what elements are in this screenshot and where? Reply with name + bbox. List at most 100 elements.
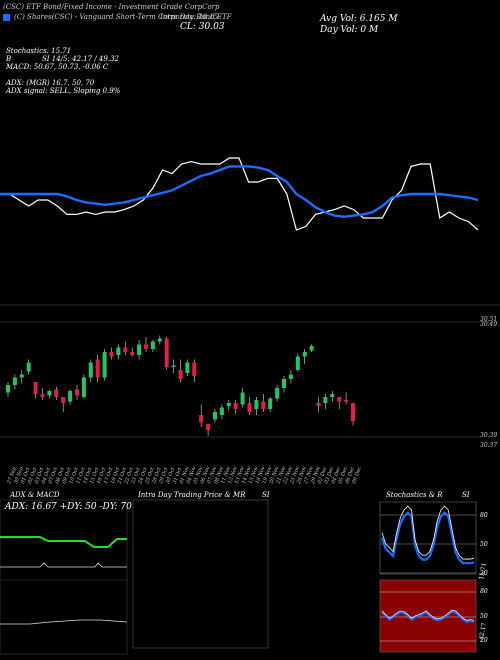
date-label: 06 Dec — [344, 466, 356, 485]
stoch-panel-si: SI — [462, 491, 470, 499]
date-label: 03 Dec — [324, 466, 336, 485]
legend-square — [3, 14, 10, 21]
date-label: 12 Nov — [227, 465, 239, 484]
candle-up — [323, 397, 328, 403]
price-label-bottom-2: 30.37 — [480, 442, 498, 449]
date-label: 17 Oct — [103, 466, 115, 485]
date-label: 30 Sep — [13, 465, 25, 484]
candle-up — [213, 412, 217, 420]
candle-down — [54, 389, 59, 397]
candle-down — [123, 347, 128, 352]
date-label: 08 Nov — [213, 465, 225, 484]
candle-down — [351, 403, 355, 421]
candle-down — [337, 397, 342, 402]
date-label: 18 Oct — [110, 466, 122, 485]
rsi-value-label: 42.17 — [478, 622, 488, 640]
macd-white-line — [0, 619, 128, 625]
intraday-panel-frame — [132, 499, 269, 649]
stoch-white-line — [381, 505, 475, 560]
date-label: 16 Oct — [96, 466, 108, 485]
candle-down — [233, 403, 238, 409]
stoch-title: Stochastics: 15.71 — [6, 47, 72, 55]
candle-up — [309, 346, 314, 351]
candle-up — [88, 362, 93, 378]
date-label: 04 Nov — [186, 465, 198, 484]
stoch-value-label: 15.71 — [478, 562, 488, 580]
rsi-level-50: 50 — [480, 613, 488, 620]
candle-down — [144, 344, 148, 349]
date-label: 15 Nov — [248, 465, 260, 484]
price-label-top-1: 30.51 — [480, 316, 498, 323]
candle-down — [199, 415, 204, 423]
rsi-level-20: 20 — [480, 637, 488, 644]
adx-white-line — [0, 562, 127, 568]
candle-up — [185, 362, 190, 373]
candle-up — [268, 398, 273, 409]
rsi-blue-line — [381, 610, 475, 623]
date-label: 19 Nov — [262, 465, 274, 484]
date-label: 09 Dec — [351, 466, 363, 485]
candle-up — [81, 377, 86, 397]
date-label: 14 Nov — [241, 465, 253, 484]
candle-up — [26, 362, 31, 372]
candle-up — [150, 341, 155, 349]
rsi-white-line — [381, 609, 475, 621]
candle-up — [330, 394, 335, 397]
adx-macd-title: ADX & MACD — [10, 491, 60, 499]
candle-down — [164, 338, 169, 367]
candle-up — [157, 338, 162, 342]
candle-up — [102, 352, 107, 378]
candle-down — [178, 370, 183, 379]
close-label: CL: 30.03 — [180, 22, 225, 32]
date-label: 11 Nov — [220, 465, 232, 484]
candle-up — [240, 392, 245, 405]
date-label: 30 Oct — [165, 466, 177, 485]
intra-day-label: Intra Day: 28.15 — [160, 13, 219, 21]
adx-panel-frame — [0, 499, 128, 655]
date-label: 31 Oct — [172, 466, 184, 485]
moving-average-line — [0, 165, 479, 219]
intraday-si: SI — [262, 491, 270, 499]
candle-down — [109, 352, 114, 357]
stoch-level-50: 50 — [480, 541, 488, 548]
adx-signal-label: ADX signal: SELL, Sloping 0.9% — [6, 87, 121, 95]
candle-up — [295, 356, 300, 370]
macd-label: MACD: 50.67, 50.73, -0.06 C — [6, 63, 109, 71]
date-label: 11 Oct — [75, 466, 87, 485]
header-line2a: (C) Shares(CSC) - Vanguard Short-Term Co… — [14, 13, 232, 21]
date-label: 15 Oct — [89, 466, 101, 485]
candle-up — [19, 374, 24, 378]
date-label: 08 Oct — [55, 466, 67, 485]
date-label: 14 Oct — [82, 466, 94, 485]
adx-label: ADX: (MGR) 16.7, 50, 70 — [6, 79, 95, 87]
candle-up — [288, 374, 293, 379]
date-label: 01 Oct — [20, 466, 32, 485]
candle-up — [219, 407, 224, 415]
date-label: 05 Dec — [337, 466, 349, 485]
day-vol-label: Day Vol: 0 M — [320, 25, 379, 35]
candle-down — [40, 394, 45, 397]
date-label: 03 Oct — [34, 466, 46, 485]
stoch-level-80: 80 — [480, 512, 488, 519]
candle-down — [344, 400, 349, 402]
candle-up — [275, 388, 280, 399]
date-label: 18 Nov — [255, 465, 267, 484]
candle-down — [261, 401, 266, 409]
candle-up — [282, 379, 286, 388]
date-label: 13 Nov — [234, 465, 246, 484]
date-label: 06 Nov — [199, 465, 211, 484]
candle-up — [116, 347, 121, 355]
adx-readout: ADX: 16.67 +DY: 50 -DY: 70 — [5, 502, 132, 512]
rsi-level-80: 80 — [480, 588, 488, 595]
candle-down — [130, 352, 135, 355]
stoch-blue-line — [380, 511, 475, 565]
candle-up — [226, 403, 231, 406]
stoch-detail: SI 14/5: 42.17 / 49.32 — [42, 55, 119, 63]
price-line — [0, 157, 479, 231]
candle-up — [254, 400, 259, 409]
b-label: B — [6, 55, 12, 63]
date-label: 02 Oct — [27, 466, 39, 485]
candle-down — [192, 362, 197, 376]
date-label: 07 Nov — [206, 465, 218, 484]
